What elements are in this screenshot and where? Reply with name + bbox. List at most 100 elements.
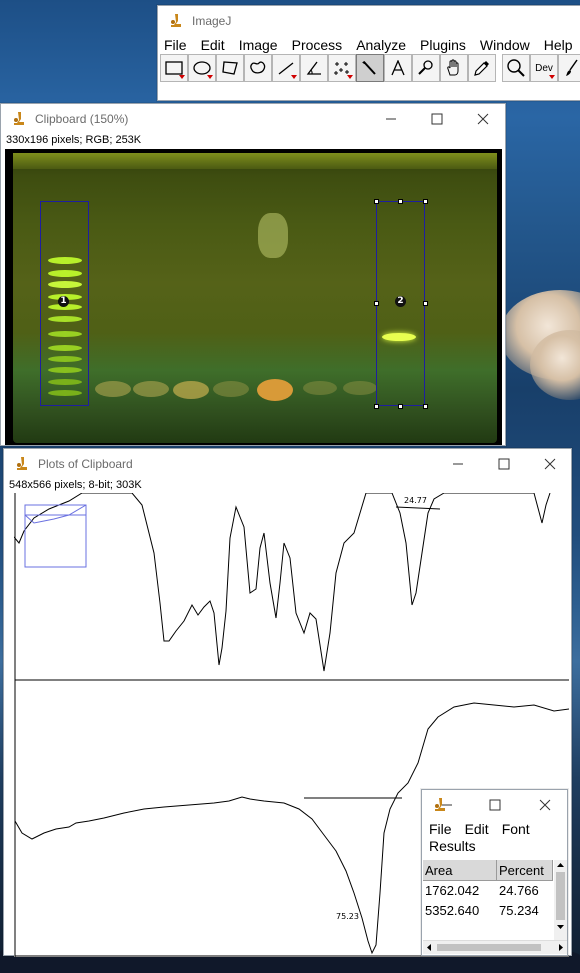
clipboard-titlebar[interactable]: Clipboard (150%): [1, 104, 505, 133]
roi-handle[interactable]: [374, 199, 379, 204]
freehand-tool[interactable]: [244, 54, 272, 82]
dropdown-indicator: [179, 75, 185, 79]
minimize-button[interactable]: [368, 104, 414, 133]
wand-tool[interactable]: [356, 54, 384, 82]
wand-icon: [362, 61, 376, 75]
multipoint-icon: [334, 62, 349, 75]
cell-percent: 24.766: [499, 883, 539, 898]
lane-band: [133, 381, 169, 397]
microscope-icon: [12, 456, 32, 472]
roi-handle[interactable]: [374, 301, 379, 306]
results-menu-edit[interactable]: Edit: [464, 820, 489, 837]
minimize-button[interactable]: [435, 449, 481, 478]
roi-lane-1[interactable]: [40, 201, 89, 406]
results-window[interactable]: File Edit Font Results Area Percent 1762…: [421, 789, 568, 956]
column-header-percent[interactable]: Percent: [497, 860, 553, 880]
brush-icon: [566, 59, 578, 76]
menu-process[interactable]: Process: [291, 37, 343, 53]
magnifier-tool[interactable]: [412, 54, 440, 82]
lane-band: [343, 381, 377, 395]
maximize-icon: [498, 458, 510, 469]
dev-label: Dev: [535, 62, 553, 74]
multipoint-tool[interactable]: [328, 54, 356, 82]
peak-label-1: 24.77: [404, 496, 427, 505]
roi-handle[interactable]: [423, 301, 428, 306]
rectangle-icon: [165, 61, 183, 75]
roi-handle[interactable]: [423, 199, 428, 204]
microscope-icon: [166, 13, 186, 29]
menu-image[interactable]: Image: [238, 37, 278, 53]
close-button[interactable]: [460, 104, 506, 133]
results-menu-results[interactable]: Results: [429, 838, 476, 854]
menu-window[interactable]: Window: [479, 37, 530, 53]
polygon-tool[interactable]: [216, 54, 244, 82]
dev-menu[interactable]: Dev: [530, 54, 558, 82]
scroll-right-icon: [559, 944, 563, 951]
horizontal-scrollbar[interactable]: [423, 940, 567, 954]
plots-titlebar[interactable]: Plots of Clipboard: [4, 449, 571, 478]
rectangle-tool[interactable]: [160, 54, 188, 82]
imagej-titlebar[interactable]: ImageJ: [158, 6, 580, 35]
results-titlebar[interactable]: [422, 790, 567, 819]
menu-edit[interactable]: Edit: [200, 37, 225, 53]
lut-tool[interactable]: [502, 54, 530, 82]
text-tool[interactable]: [384, 54, 412, 82]
search-icon: [507, 59, 525, 77]
hand-icon: [447, 59, 459, 76]
table-row[interactable]: 1762.042 24.766: [423, 881, 553, 901]
menu-analyze[interactable]: Analyze: [356, 37, 406, 53]
lane-band: [95, 381, 131, 397]
menu-plugins[interactable]: Plugins: [420, 37, 466, 53]
minimize-button[interactable]: [432, 790, 462, 819]
ladder-band: [48, 379, 82, 385]
eyedropper-icon: [474, 61, 489, 76]
dropdown-indicator: [347, 75, 353, 79]
roi-handle[interactable]: [398, 404, 403, 409]
line-tool[interactable]: [272, 54, 300, 82]
table-row[interactable]: 5352.640 75.234: [423, 901, 553, 921]
menu-help[interactable]: Help: [543, 37, 573, 53]
roi-label-2: 2: [395, 296, 406, 307]
window-title: Plots of Clipboard: [38, 456, 133, 471]
clipboard-image-window[interactable]: Clipboard (150%) 330x196 pixels; RGB; 25…: [0, 103, 506, 446]
close-button[interactable]: [527, 449, 573, 478]
maximize-button[interactable]: [481, 449, 527, 478]
scroll-left-icon: [427, 944, 431, 951]
tool-bar: Dev: [160, 54, 580, 84]
menu-file[interactable]: File: [164, 37, 187, 53]
close-icon: [477, 113, 489, 124]
color-picker-tool[interactable]: [468, 54, 496, 82]
brush-tool[interactable]: [558, 54, 580, 82]
maximize-button[interactable]: [480, 790, 510, 819]
scroll-thumb[interactable]: [556, 872, 565, 920]
lane-band: [213, 381, 249, 397]
minimize-icon: [453, 463, 463, 464]
results-table[interactable]: Area Percent 1762.042 24.766 5352.640 75…: [423, 860, 553, 921]
hand-tool[interactable]: [440, 54, 468, 82]
ladder-band: [48, 367, 82, 373]
maximize-button[interactable]: [414, 104, 460, 133]
results-menu-file[interactable]: File: [429, 820, 452, 837]
column-header-area[interactable]: Area: [423, 860, 497, 880]
line-icon: [278, 62, 294, 75]
close-button[interactable]: [527, 790, 563, 819]
maximize-icon: [489, 799, 501, 810]
roi-handle[interactable]: [423, 404, 428, 409]
vertical-scrollbar[interactable]: [554, 860, 567, 940]
gel-wells: [13, 153, 497, 169]
oval-tool[interactable]: [188, 54, 216, 82]
microscope-icon: [430, 797, 450, 813]
results-menu-font[interactable]: Font: [501, 820, 530, 837]
window-title: Clipboard (150%): [35, 111, 129, 126]
oval-icon: [193, 61, 211, 75]
gel-image-canvas[interactable]: 1 2: [5, 149, 502, 445]
roi-handle[interactable]: [398, 199, 403, 204]
hscroll-thumb[interactable]: [437, 944, 541, 951]
imagej-main-window[interactable]: ImageJ File Edit Image Process Analyze P…: [157, 5, 580, 101]
roi-handle[interactable]: [374, 404, 379, 409]
ladder-band: [48, 281, 82, 288]
cell-area: 5352.640: [425, 903, 480, 918]
angle-tool[interactable]: [300, 54, 328, 82]
dropdown-indicator: [549, 75, 555, 79]
polygon-icon: [222, 61, 238, 75]
